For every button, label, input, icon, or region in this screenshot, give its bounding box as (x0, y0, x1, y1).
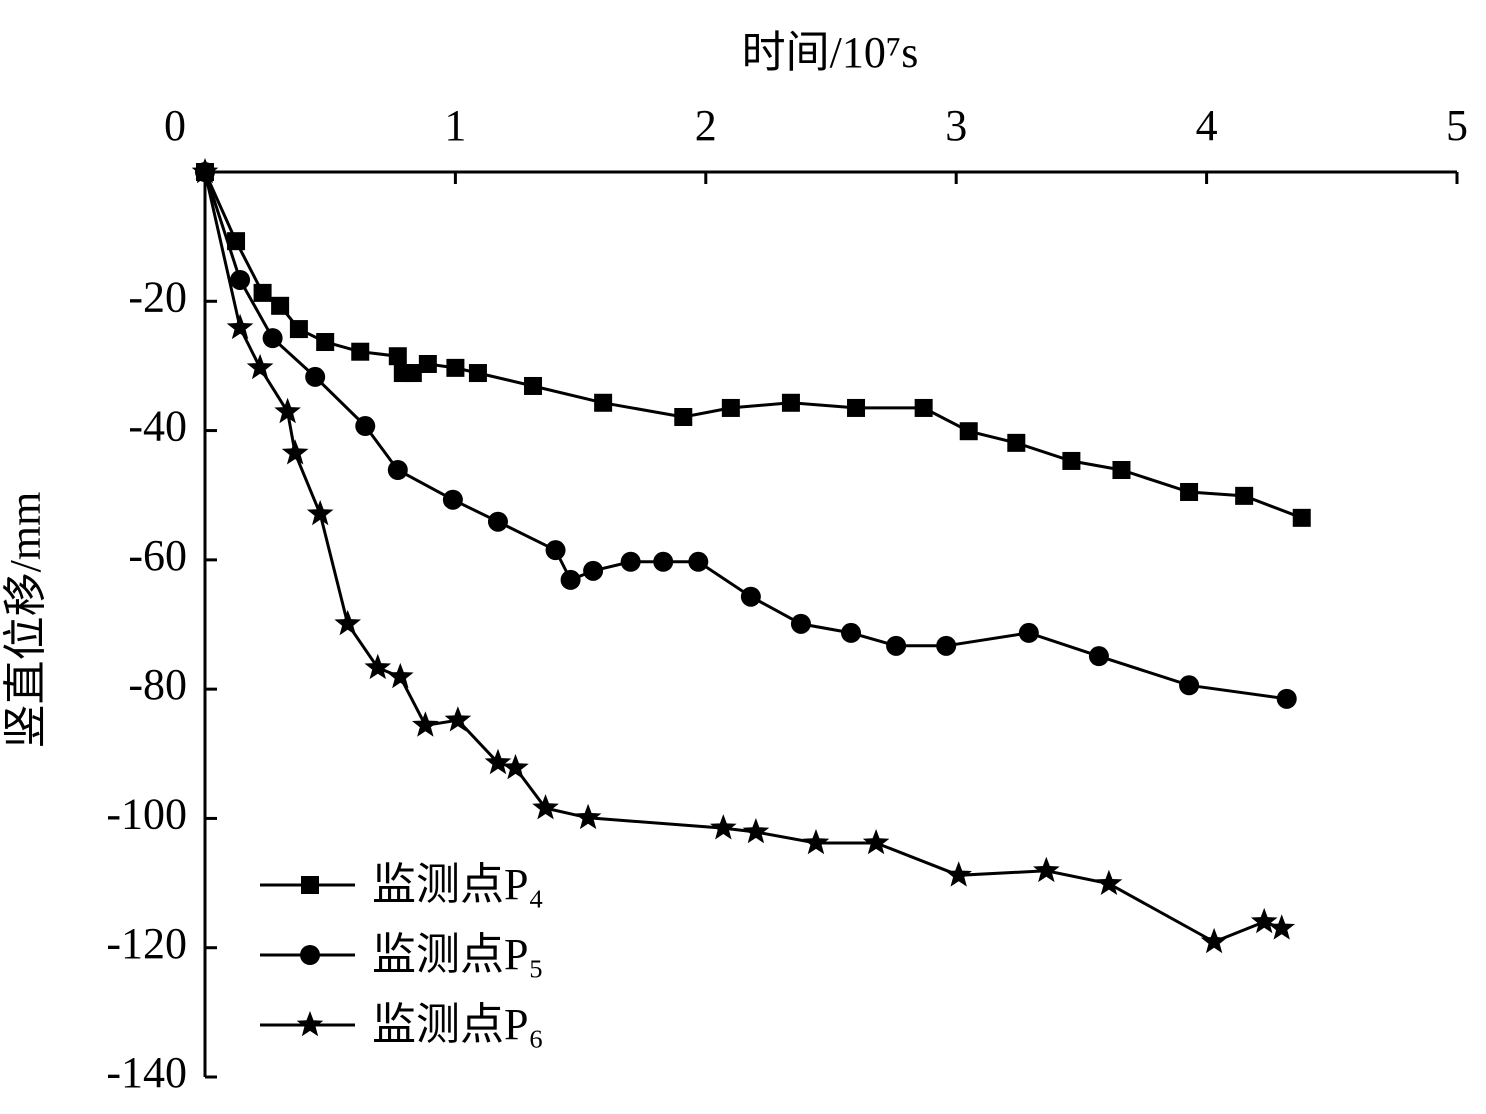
marker (1235, 486, 1254, 505)
legend-label: 监测点P₆ (372, 1000, 544, 1049)
marker (740, 586, 761, 607)
marker (742, 818, 770, 844)
y-tick-label: -80 (128, 660, 187, 709)
marker (945, 861, 972, 887)
marker (532, 794, 559, 820)
marker (524, 376, 543, 395)
x-tick-label: 5 (1446, 101, 1468, 150)
legend-label: 监测点P₅ (372, 930, 544, 979)
legend-marker (296, 1011, 324, 1037)
marker (468, 364, 487, 383)
marker (721, 398, 740, 417)
y-tick-label: -40 (128, 402, 187, 451)
marker (710, 814, 737, 840)
marker (306, 500, 334, 526)
marker (560, 569, 581, 590)
marker (364, 653, 392, 680)
marker (790, 613, 811, 634)
marker (226, 313, 254, 340)
marker (484, 748, 512, 775)
marker (1268, 914, 1295, 940)
marker (841, 622, 862, 643)
marker (802, 829, 830, 855)
marker (388, 347, 407, 366)
marker (886, 635, 907, 656)
marker (1112, 461, 1131, 480)
marker (418, 354, 437, 373)
marker (487, 511, 508, 532)
marker (271, 296, 290, 315)
marker (545, 540, 566, 561)
x-tick-label: 4 (1196, 101, 1218, 150)
y-tick-label: -100 (106, 790, 187, 839)
marker (281, 439, 309, 465)
marker (1179, 675, 1200, 696)
marker (1018, 622, 1039, 643)
y-tick-label: -20 (128, 272, 187, 321)
y-tick-label: -140 (106, 1048, 187, 1097)
legend-marker (300, 945, 320, 965)
marker (262, 328, 283, 349)
marker (502, 754, 529, 780)
marker (847, 398, 866, 417)
marker (442, 489, 463, 510)
marker (862, 829, 890, 855)
marker (412, 711, 439, 737)
marker (246, 353, 274, 380)
legend-marker (301, 876, 319, 894)
marker (1276, 688, 1297, 709)
legend-label: 监测点P₄ (372, 860, 544, 909)
marker (1200, 927, 1228, 954)
marker (1250, 907, 1278, 934)
series-line (203, 171, 1303, 520)
y-tick-label: -60 (128, 531, 187, 580)
marker (653, 551, 674, 572)
marker (355, 416, 376, 437)
marker (444, 706, 472, 732)
marker (403, 364, 422, 383)
x-tick-label: 1 (444, 101, 466, 150)
x-axis-label: 时间/10⁷s (742, 28, 919, 77)
marker (253, 283, 272, 302)
marker (1095, 869, 1123, 895)
marker (620, 551, 641, 572)
marker (334, 609, 361, 636)
x-tick-label: 2 (695, 101, 717, 150)
marker (387, 662, 414, 689)
series-line (203, 171, 1283, 944)
marker (305, 366, 326, 387)
marker (387, 460, 408, 481)
marker (227, 232, 246, 251)
marker (674, 407, 693, 426)
y-axis-label: 竖直位移/mm (1, 492, 50, 749)
marker (351, 342, 370, 361)
x-tick-label: 0 (164, 101, 186, 150)
marker (574, 803, 602, 830)
marker (583, 560, 604, 581)
marker (316, 333, 335, 352)
marker (594, 393, 613, 412)
marker (191, 158, 219, 184)
marker (1062, 451, 1081, 470)
marker (959, 422, 978, 441)
marker (446, 358, 465, 377)
marker (289, 320, 308, 339)
marker (274, 397, 301, 424)
marker (1292, 508, 1311, 527)
marker (1180, 482, 1199, 501)
marker (1007, 433, 1026, 452)
marker (1033, 856, 1060, 883)
y-tick-label: -120 (106, 919, 187, 968)
marker (688, 551, 709, 572)
x-tick-label: 3 (945, 101, 967, 150)
marker (781, 393, 800, 412)
marker (1088, 646, 1109, 667)
marker (914, 398, 933, 417)
marker (230, 269, 251, 290)
marker (936, 635, 957, 656)
